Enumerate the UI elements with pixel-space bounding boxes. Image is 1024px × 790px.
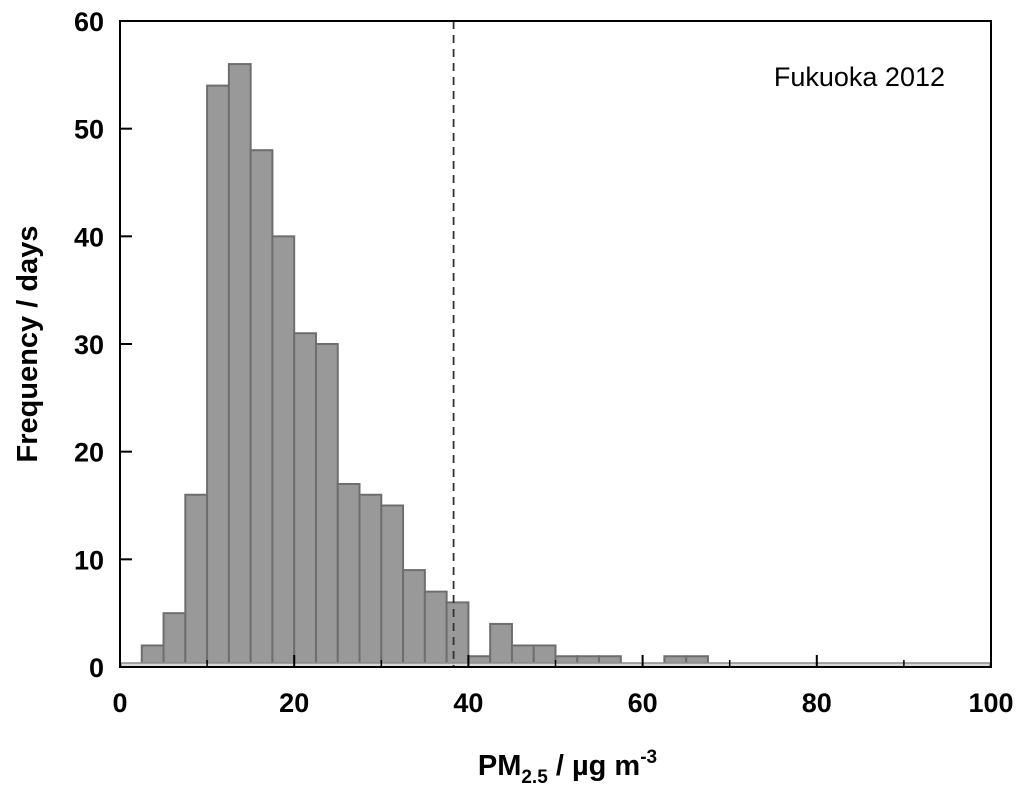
histogram-bar bbox=[489, 622, 513, 669]
histogram-bar bbox=[358, 493, 383, 668]
x-tick-label: 40 bbox=[453, 688, 483, 718]
x-tick-label: 0 bbox=[112, 688, 127, 718]
histogram-bar bbox=[227, 63, 252, 669]
y-tick-label: 30 bbox=[74, 330, 104, 360]
y-tick-label: 50 bbox=[74, 115, 104, 145]
bars-group bbox=[140, 63, 709, 669]
x-tick-label: 80 bbox=[802, 688, 832, 718]
y-tick-label: 10 bbox=[74, 545, 104, 575]
histogram-bar bbox=[336, 482, 361, 669]
x-tick-label: 60 bbox=[628, 688, 658, 718]
x-axis-title-subscript: 2.5 bbox=[521, 767, 548, 788]
histogram-bar bbox=[271, 235, 296, 668]
y-axis-title: Frequency / days bbox=[12, 226, 44, 463]
x-tick-label: 20 bbox=[279, 688, 309, 718]
histogram-bar bbox=[162, 612, 187, 669]
histogram-bar bbox=[314, 343, 339, 668]
histogram-bar bbox=[293, 332, 317, 668]
histogram-bar bbox=[423, 590, 448, 669]
x-ticks-group: 0 20 40 60 80 100 bbox=[112, 655, 1014, 718]
x-tick-label: 100 bbox=[968, 688, 1013, 718]
y-ticks-group: 0 10 20 30 40 50 60 bbox=[74, 7, 132, 683]
x-axis-title-superscript: -3 bbox=[640, 747, 657, 768]
x-axis-title-units: / µg m bbox=[548, 750, 640, 782]
histogram-bar bbox=[445, 601, 470, 669]
histogram-bar bbox=[249, 149, 274, 668]
y-tick-label: 40 bbox=[74, 222, 104, 252]
y-tick-label: 20 bbox=[74, 438, 104, 468]
chart-annotation: Fukuoka 2012 bbox=[774, 62, 945, 92]
histogram-bar bbox=[184, 493, 209, 668]
histogram-bar bbox=[402, 569, 426, 668]
y-tick-label: 60 bbox=[74, 7, 104, 37]
histogram-bar bbox=[380, 504, 405, 668]
y-tick-label: 0 bbox=[89, 653, 104, 683]
x-axis-title: PM2.5 / µg m-3 bbox=[478, 747, 657, 788]
histogram-bar bbox=[206, 84, 230, 669]
x-axis-title-main: PM bbox=[478, 750, 522, 782]
